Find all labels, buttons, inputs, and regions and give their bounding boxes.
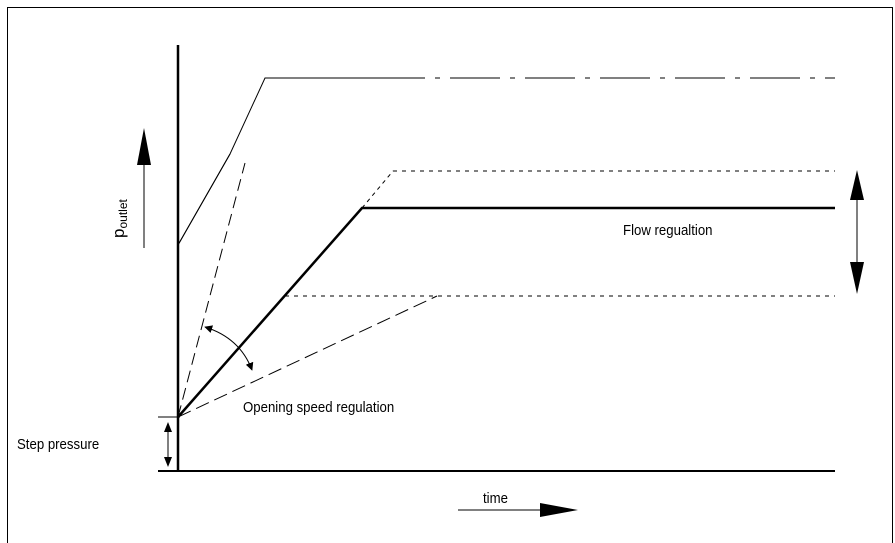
time-arrow-head (540, 503, 578, 517)
y-arrow-head (137, 128, 151, 165)
range-arrow-down-head (850, 262, 864, 294)
opening-speed-curved-arrow (204, 325, 254, 371)
flow-regulation-label: Flow regualtion (623, 222, 713, 239)
y-axis-label-sub: outlet (116, 199, 130, 229)
range-arrow-up-head (850, 170, 864, 200)
shallow-opening-dashed (177, 295, 438, 418)
steep-dashed-line (177, 153, 231, 246)
y-axis-label-main: p (109, 228, 128, 238)
steep-opening-dashed (177, 162, 246, 418)
upper-dotted-slope (361, 170, 394, 209)
step-arrow-up-head (164, 422, 172, 432)
upper-slope-line (177, 77, 375, 246)
y-axis-label: poutlet (109, 199, 130, 238)
figure-frame (7, 7, 893, 543)
time-label: time (483, 490, 508, 507)
main-pressure-line (177, 206, 835, 418)
opening-speed-regulation-label: Opening speed regulation (243, 399, 395, 416)
step-pressure-label: Step pressure (17, 436, 100, 453)
step-arrow-down-head (164, 457, 172, 467)
